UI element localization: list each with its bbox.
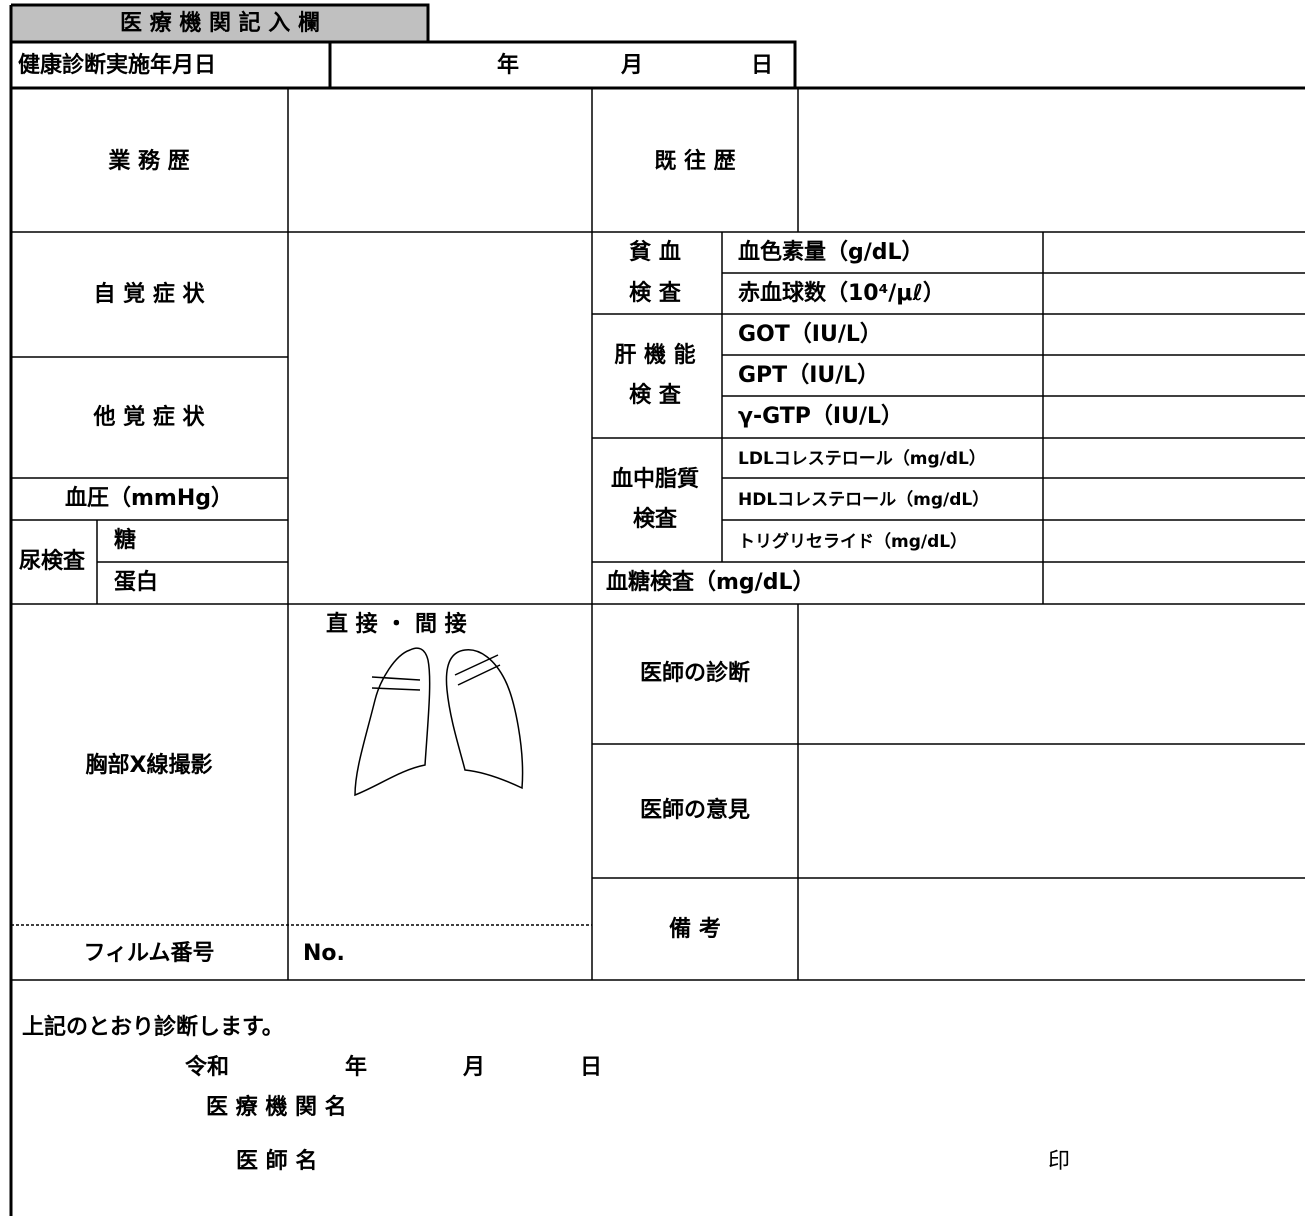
urine-sugar: 糖 xyxy=(114,527,136,553)
institution: 医 療 機 関 名 xyxy=(206,1094,347,1120)
lipid-item: トリグリセライド（mg/dL） xyxy=(738,531,967,552)
xray-method: 直 接 ・ 間 接 xyxy=(326,611,467,637)
urine-label: 尿検査 xyxy=(19,549,86,574)
date-day: 日 xyxy=(751,53,773,78)
seal: 印 xyxy=(1048,1149,1070,1174)
header-box xyxy=(11,5,428,42)
remarks: 備 考 xyxy=(669,916,721,942)
liver-label: 検 査 xyxy=(629,383,682,408)
anemia-item: 血色素量（g/dL） xyxy=(738,239,924,265)
date-label: 健康診断実施年月日 xyxy=(18,52,216,78)
footer-day: 日 xyxy=(580,1055,602,1080)
lipid-item: LDLコレステロール（mg/dL） xyxy=(738,448,986,469)
doctor: 医 師 名 xyxy=(236,1148,317,1174)
liver-item: GOT（IU/L） xyxy=(738,322,882,347)
blood-sugar: 血糖検査（mg/dL） xyxy=(606,569,814,595)
date-year: 年 xyxy=(497,52,519,78)
lipid-label: 血中脂質 xyxy=(611,466,699,492)
past-history: 既 往 歴 xyxy=(654,148,735,174)
anemia-label: 検 査 xyxy=(629,281,682,306)
doctor-diagnosis: 医師の診断 xyxy=(640,660,750,686)
blood-pressure: 血圧（mmHg） xyxy=(65,485,233,511)
header-border xyxy=(9,3,430,1216)
anemia-label: 貧 血 xyxy=(629,239,681,265)
work-history: 業 務 歴 xyxy=(108,148,189,174)
xray-label: 胸部X線撮影 xyxy=(86,752,213,778)
urine-protein: 蛋白 xyxy=(114,569,158,595)
footer-month: 月 xyxy=(462,1055,485,1080)
anemia-item: 赤血球数（10⁴/μℓ） xyxy=(738,280,945,306)
table-lines xyxy=(11,88,1305,981)
statement: 上記のとおり診断します。 xyxy=(22,1014,284,1040)
film-no: No. xyxy=(303,941,345,966)
footer-year: 年 xyxy=(345,1054,367,1080)
date-month: 月 xyxy=(620,53,643,78)
liver-item: GPT（IU/L） xyxy=(738,363,879,388)
date-border xyxy=(11,40,1305,90)
header-title: 医 療 機 関 記 入 欄 xyxy=(120,10,320,36)
lung-drawing xyxy=(354,647,524,797)
objective: 他 覚 症 状 xyxy=(93,404,206,430)
liver-label: 肝 機 能 xyxy=(614,342,695,368)
doctor-opinion: 医師の意見 xyxy=(640,797,750,823)
lipid-label: 検査 xyxy=(633,507,678,532)
film-label: フィルム番号 xyxy=(83,941,214,966)
era: 令和 xyxy=(185,1054,229,1080)
liver-item: γ-GTP（IU/L） xyxy=(738,404,903,429)
lipid-item: HDLコレステロール（mg/dL） xyxy=(738,489,989,510)
subjective: 自 覚 症 状 xyxy=(94,281,206,307)
